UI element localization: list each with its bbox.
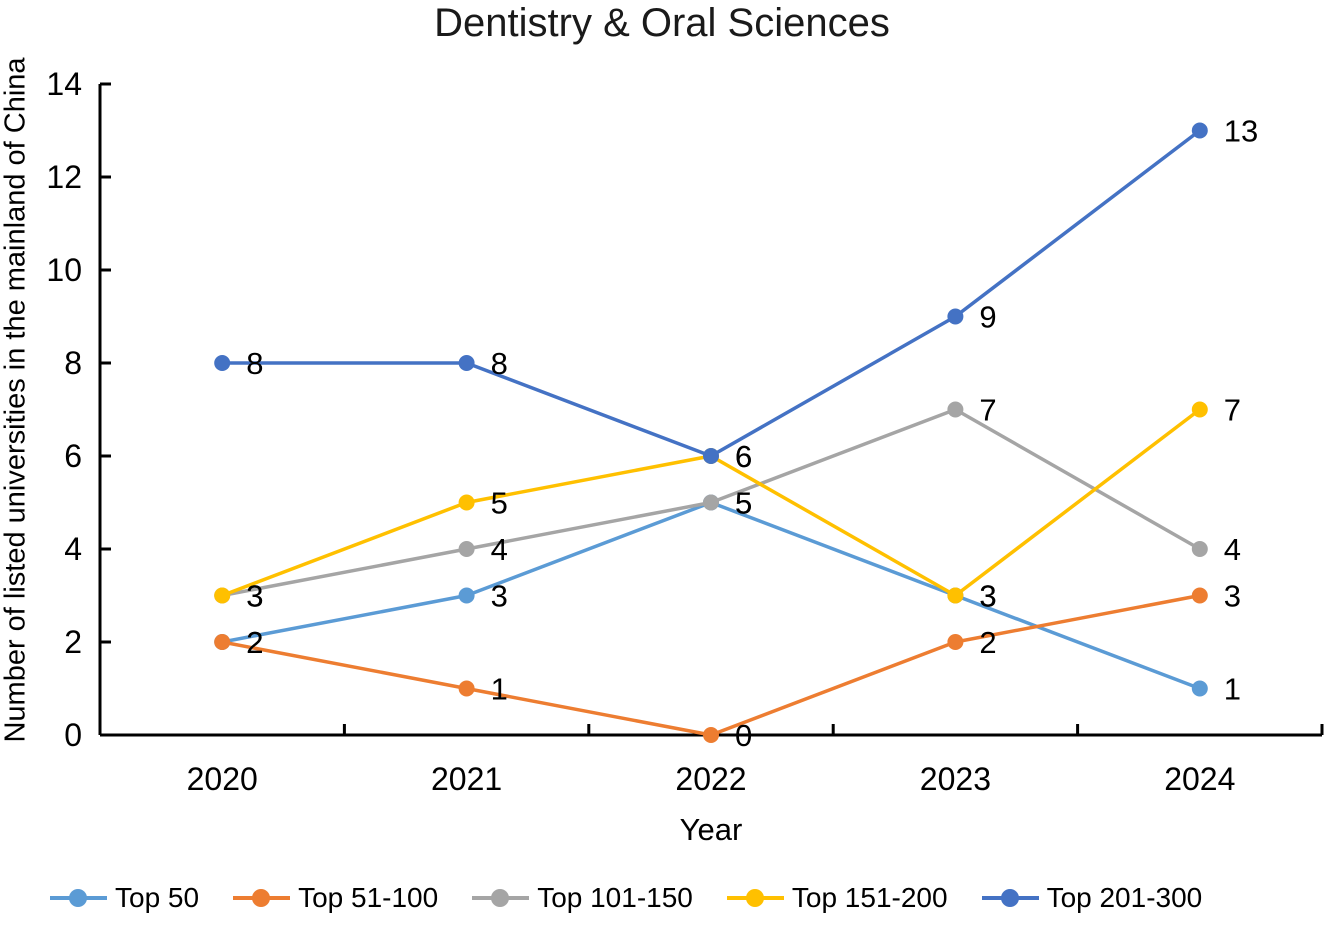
data-point — [458, 587, 475, 604]
data-point — [703, 494, 719, 511]
data-label: 2 — [979, 625, 996, 660]
x-tick-label: 2020 — [187, 761, 258, 797]
y-tick-label: 6 — [64, 438, 82, 474]
data-label: 6 — [735, 439, 752, 474]
data-label: 2 — [246, 625, 263, 660]
data-point — [1191, 680, 1208, 697]
x-tick-label: 2023 — [920, 761, 991, 797]
data-label: 4 — [491, 532, 508, 567]
data-label: 2 — [246, 625, 263, 660]
y-tick-label: 8 — [64, 345, 82, 381]
legend-label: Top 51-100 — [298, 882, 439, 913]
x-tick-label: 2021 — [431, 761, 502, 797]
data-label: 3 — [979, 579, 996, 614]
data-point — [1191, 401, 1208, 418]
legend-label: Top 201-300 — [1046, 882, 1203, 913]
y-tick-label: 10 — [46, 252, 82, 288]
data-point — [214, 355, 231, 371]
legend-marker-icon — [233, 889, 291, 907]
data-point — [703, 727, 719, 743]
x-tick-label: 2022 — [675, 761, 746, 797]
legend-marker-icon — [50, 889, 107, 907]
x-axis-title: Year — [680, 812, 743, 847]
data-label: 7 — [979, 393, 996, 428]
series-line-top-50 — [221, 500, 1201, 691]
data-label: 4 — [1224, 532, 1241, 567]
legend-dot-icon — [745, 889, 764, 907]
data-point — [1191, 541, 1208, 557]
legend-item-top-101-150: Top 101-150 — [472, 882, 693, 914]
data-label: 9 — [979, 300, 996, 335]
y-tick-label: 14 — [46, 66, 82, 102]
data-point — [214, 634, 231, 650]
data-point — [1191, 122, 1208, 139]
data-label: 8 — [246, 346, 263, 381]
data-point — [214, 587, 231, 604]
data-label: 13 — [1224, 114, 1258, 149]
data-label: 5 — [491, 486, 508, 521]
data-label: 0 — [735, 718, 752, 753]
y-tick-label: 4 — [64, 531, 82, 567]
legend-dot-icon — [491, 889, 510, 907]
legend-marker-icon — [981, 889, 1039, 907]
legend-marker-icon — [472, 889, 530, 907]
data-point — [703, 448, 719, 464]
y-tick-label: 2 — [64, 624, 82, 660]
series-line-top-51-100 — [221, 593, 1201, 737]
legend-marker-icon — [726, 889, 784, 907]
legend-dot-icon — [69, 889, 87, 907]
x-tick-label: 2024 — [1164, 761, 1235, 797]
data-point — [1191, 587, 1208, 604]
data-point — [947, 401, 964, 418]
data-point — [458, 494, 475, 511]
legend-item-top-201-300: Top 201-300 — [981, 882, 1203, 914]
legend-item-top-151-200: Top 151-200 — [726, 882, 948, 914]
legend-label: Top 50 — [115, 882, 200, 913]
data-point — [458, 355, 475, 371]
data-label: 7 — [1224, 393, 1241, 428]
data-label: 6 — [735, 439, 752, 474]
data-label: 5 — [735, 486, 752, 521]
data-label: 1 — [1224, 672, 1241, 707]
legend-item-top-50: Top 50 — [50, 882, 199, 914]
legend-label: Top 101-150 — [537, 882, 693, 913]
legend: Top 50 Top 51-100 Top 101-150 Top 151-200 To… — [0, 882, 1324, 914]
data-label: 8 — [491, 346, 508, 381]
data-label: 3 — [491, 579, 508, 614]
data-point — [947, 587, 964, 604]
data-point — [458, 680, 475, 697]
y-tick-label: 0 — [64, 717, 82, 753]
legend-dot-icon — [1000, 889, 1019, 907]
data-point — [947, 308, 964, 325]
data-label: 3 — [246, 579, 263, 614]
data-label: 1 — [491, 672, 508, 707]
data-label: 3 — [246, 579, 263, 614]
data-label: 5 — [735, 486, 752, 521]
series-line-top-201-300 — [222, 129, 1201, 458]
legend-item-top-51-100: Top 51-100 — [233, 882, 438, 914]
y-tick-label: 12 — [46, 159, 82, 195]
data-point — [458, 541, 475, 557]
data-label: 3 — [1224, 579, 1241, 614]
legend-dot-icon — [252, 889, 271, 907]
legend-label: Top 151-200 — [791, 882, 948, 913]
data-label: 3 — [979, 579, 996, 614]
chart-title: Dentistry & Oral Sciences — [434, 1, 890, 45]
data-point — [947, 634, 964, 650]
